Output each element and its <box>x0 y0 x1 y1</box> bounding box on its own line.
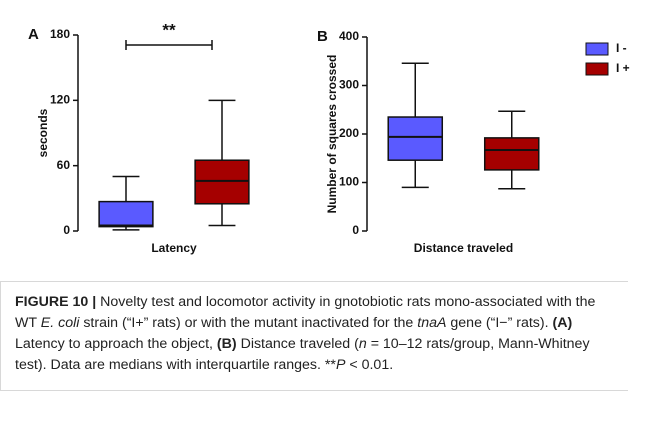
caption-run: strain (“I+” rats) or with the mutant in… <box>79 315 418 331</box>
y-tick-label: 300 <box>339 78 359 92</box>
caption-run: E. coli <box>40 315 80 331</box>
caption-run: P <box>335 357 346 373</box>
caption-run: FIGURE 10 | <box>15 294 97 310</box>
legend-swatch <box>585 62 609 76</box>
box <box>387 116 444 161</box>
box <box>98 200 154 228</box>
x-axis-label: Latency <box>151 241 197 255</box>
caption-run: (A) <box>552 315 573 331</box>
legend-label: I - <box>616 41 627 55</box>
box <box>194 159 250 205</box>
caption-run: n <box>358 336 367 352</box>
caption: FIGURE 10 | Novelty test and locomotor a… <box>0 281 628 391</box>
y-tick-label: 200 <box>339 126 359 140</box>
y-axis-label: Number of squares crossed <box>325 55 339 214</box>
legend-swatch <box>585 42 609 56</box>
caption-run: gene (“I−” rats). <box>446 315 553 331</box>
figure: A 0 60 120 180 seconds Latency ** B 0 100 200 300 400… <box>28 20 630 255</box>
panel-label: B <box>317 28 328 45</box>
panel-label: A <box>28 26 39 43</box>
y-tick-label: 0 <box>352 223 359 237</box>
y-tick-label: 100 <box>339 175 359 189</box>
x-axis-label: Distance traveled <box>414 241 513 255</box>
y-axis-label: seconds <box>36 108 50 157</box>
caption-run: Distance traveled ( <box>236 336 359 352</box>
caption-run: = 10–12 rats/group, Mann-Whitney test). … <box>15 336 590 373</box>
significance-label: ** <box>162 20 176 39</box>
caption-run: (B) <box>216 336 237 352</box>
legend-label: I + <box>616 61 630 75</box>
caption-run: tnaA <box>417 315 447 331</box>
y-tick-label: 120 <box>50 93 70 107</box>
caption-run: < 0.01. <box>345 357 394 373</box>
caption-run: Latency to approach the object, <box>15 336 217 352</box>
y-tick-label: 400 <box>339 29 359 43</box>
y-tick-label: 180 <box>50 27 70 41</box>
y-tick-label: 0 <box>63 223 70 237</box>
caption-run: Novelty test and locomotor activity in g… <box>15 294 596 331</box>
y-tick-label: 60 <box>57 158 71 172</box>
box <box>483 137 540 171</box>
